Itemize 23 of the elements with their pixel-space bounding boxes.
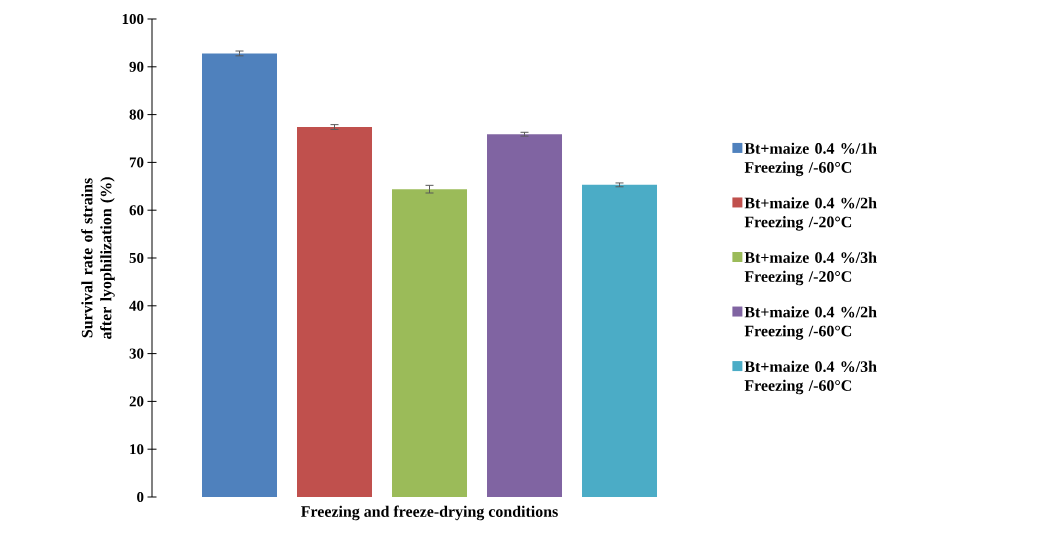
y-tick-label: 70	[129, 157, 144, 168]
bar	[202, 53, 277, 497]
legend-label: Bt+maize 0.4 %/3h Freezing /-20°C	[744, 251, 877, 286]
legend-label: Bt+maize 0.4 %/1h Freezing /-60°C	[744, 142, 877, 177]
y-tick-label: 10	[130, 444, 144, 455]
y-tick-label: 50	[129, 252, 144, 264]
y-tick-label: 100	[122, 13, 144, 25]
x-axis-title: Freezing and freeze-drying conditions	[301, 505, 558, 521]
y-tick-label: 30	[129, 348, 144, 359]
y-tick-label: 40	[129, 300, 144, 311]
bar	[297, 127, 372, 497]
y-tick-label: 0	[137, 491, 144, 503]
y-tick-label: 80	[129, 109, 144, 120]
bar	[487, 134, 563, 497]
y-tick-label: 60	[129, 205, 144, 216]
bar	[392, 189, 468, 497]
legend-label: Bt+maize 0.4 %/3h Freezing /-60°C	[744, 360, 877, 395]
y-axis-title: Survival rate of strains after lyophilization (%)	[81, 177, 115, 339]
legend-label: Bt+maize 0.4 %/2h Freezing /-60°C	[744, 306, 877, 340]
bar	[582, 184, 658, 497]
y-tick-label: 20	[129, 396, 144, 407]
y-tick-label: 90	[129, 61, 144, 72]
legend-label: Bt+maize 0.4 %/2h Freezing /-20°C	[744, 197, 877, 231]
